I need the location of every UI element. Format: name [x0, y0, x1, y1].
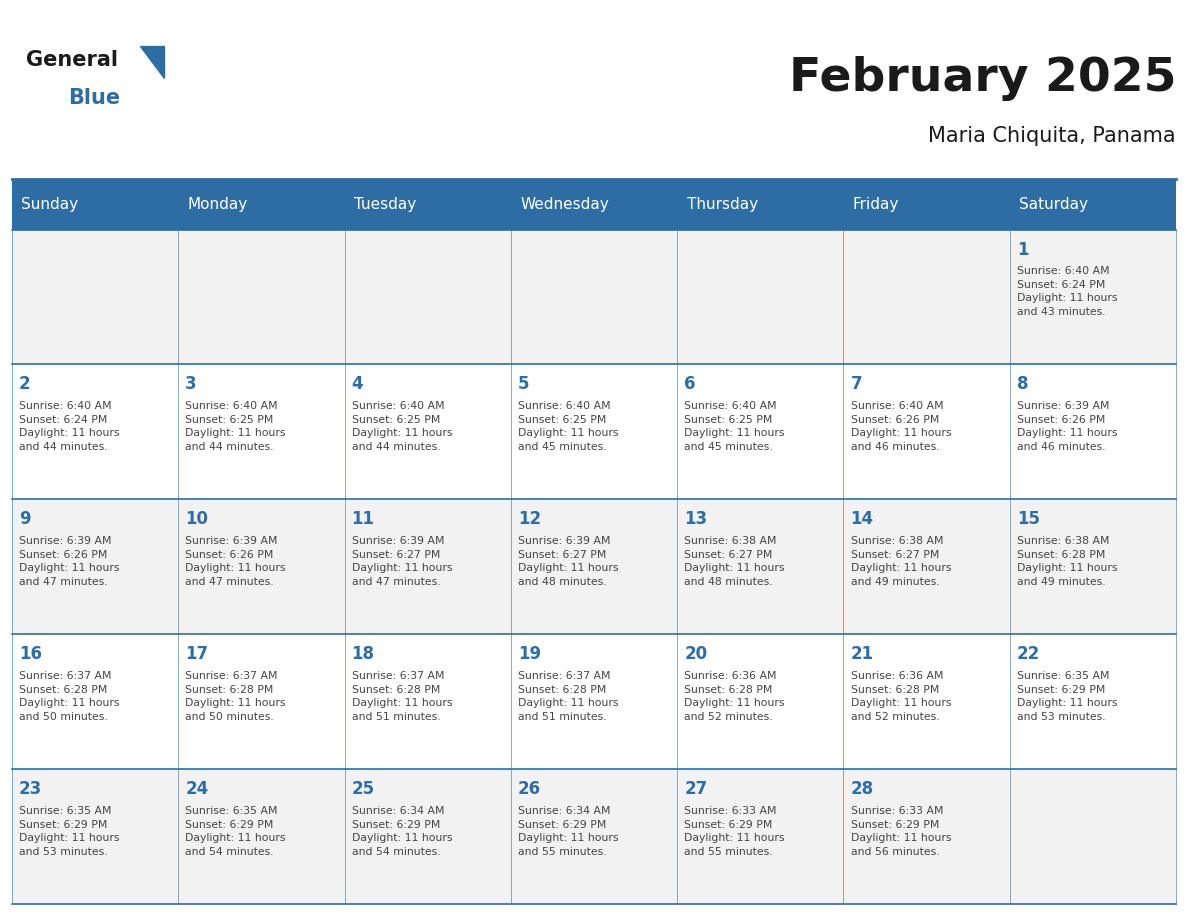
Text: Sunday: Sunday [21, 196, 78, 212]
Text: 3: 3 [185, 375, 197, 394]
Text: Sunrise: 6:40 AM
Sunset: 6:25 PM
Daylight: 11 hours
and 45 minutes.: Sunrise: 6:40 AM Sunset: 6:25 PM Dayligh… [518, 401, 619, 452]
Text: Sunrise: 6:40 AM
Sunset: 6:25 PM
Daylight: 11 hours
and 45 minutes.: Sunrise: 6:40 AM Sunset: 6:25 PM Dayligh… [684, 401, 785, 452]
Text: 16: 16 [19, 645, 42, 664]
Text: Sunrise: 6:33 AM
Sunset: 6:29 PM
Daylight: 11 hours
and 55 minutes.: Sunrise: 6:33 AM Sunset: 6:29 PM Dayligh… [684, 806, 785, 856]
Text: Sunrise: 6:39 AM
Sunset: 6:27 PM
Daylight: 11 hours
and 47 minutes.: Sunrise: 6:39 AM Sunset: 6:27 PM Dayligh… [352, 536, 453, 587]
Bar [12, 179, 1176, 230]
Text: Sunrise: 6:39 AM
Sunset: 6:26 PM
Daylight: 11 hours
and 47 minutes.: Sunrise: 6:39 AM Sunset: 6:26 PM Dayligh… [185, 536, 286, 587]
Text: 11: 11 [352, 510, 374, 529]
Text: 24: 24 [185, 780, 209, 799]
Text: Sunrise: 6:38 AM
Sunset: 6:27 PM
Daylight: 11 hours
and 49 minutes.: Sunrise: 6:38 AM Sunset: 6:27 PM Dayligh… [851, 536, 952, 587]
Text: Sunrise: 6:40 AM
Sunset: 6:26 PM
Daylight: 11 hours
and 46 minutes.: Sunrise: 6:40 AM Sunset: 6:26 PM Dayligh… [851, 401, 952, 452]
Text: Sunrise: 6:40 AM
Sunset: 6:24 PM
Daylight: 11 hours
and 43 minutes.: Sunrise: 6:40 AM Sunset: 6:24 PM Dayligh… [1017, 266, 1118, 317]
Text: Sunrise: 6:37 AM
Sunset: 6:28 PM
Daylight: 11 hours
and 51 minutes.: Sunrise: 6:37 AM Sunset: 6:28 PM Dayligh… [352, 671, 453, 722]
Bar [12, 769, 1176, 904]
Text: Sunrise: 6:33 AM
Sunset: 6:29 PM
Daylight: 11 hours
and 56 minutes.: Sunrise: 6:33 AM Sunset: 6:29 PM Dayligh… [851, 806, 952, 856]
Text: 2: 2 [19, 375, 31, 394]
Text: Sunrise: 6:40 AM
Sunset: 6:24 PM
Daylight: 11 hours
and 44 minutes.: Sunrise: 6:40 AM Sunset: 6:24 PM Dayligh… [19, 401, 120, 452]
Text: 27: 27 [684, 780, 708, 799]
Text: Sunrise: 6:37 AM
Sunset: 6:28 PM
Daylight: 11 hours
and 50 minutes.: Sunrise: 6:37 AM Sunset: 6:28 PM Dayligh… [185, 671, 286, 722]
Text: Sunrise: 6:39 AM
Sunset: 6:27 PM
Daylight: 11 hours
and 48 minutes.: Sunrise: 6:39 AM Sunset: 6:27 PM Dayligh… [518, 536, 619, 587]
Text: 8: 8 [1017, 375, 1029, 394]
Text: Friday: Friday [853, 196, 899, 212]
Text: 19: 19 [518, 645, 541, 664]
Text: 12: 12 [518, 510, 541, 529]
Text: Tuesday: Tuesday [354, 196, 416, 212]
Bar [12, 499, 1176, 634]
Polygon shape [140, 46, 164, 78]
Text: Monday: Monday [188, 196, 248, 212]
Text: General: General [26, 50, 118, 70]
Text: Sunrise: 6:36 AM
Sunset: 6:28 PM
Daylight: 11 hours
and 52 minutes.: Sunrise: 6:36 AM Sunset: 6:28 PM Dayligh… [851, 671, 952, 722]
Text: Thursday: Thursday [687, 196, 758, 212]
Text: Sunrise: 6:39 AM
Sunset: 6:26 PM
Daylight: 11 hours
and 46 minutes.: Sunrise: 6:39 AM Sunset: 6:26 PM Dayligh… [1017, 401, 1118, 452]
Text: 7: 7 [851, 375, 862, 394]
Bar [12, 230, 1176, 364]
Text: 21: 21 [851, 645, 873, 664]
Text: 18: 18 [352, 645, 374, 664]
Text: Sunrise: 6:34 AM
Sunset: 6:29 PM
Daylight: 11 hours
and 55 minutes.: Sunrise: 6:34 AM Sunset: 6:29 PM Dayligh… [518, 806, 619, 856]
Text: 1: 1 [1017, 241, 1029, 259]
Text: Sunrise: 6:40 AM
Sunset: 6:25 PM
Daylight: 11 hours
and 44 minutes.: Sunrise: 6:40 AM Sunset: 6:25 PM Dayligh… [352, 401, 453, 452]
Text: Sunrise: 6:40 AM
Sunset: 6:25 PM
Daylight: 11 hours
and 44 minutes.: Sunrise: 6:40 AM Sunset: 6:25 PM Dayligh… [185, 401, 286, 452]
Text: 28: 28 [851, 780, 873, 799]
Text: Sunrise: 6:36 AM
Sunset: 6:28 PM
Daylight: 11 hours
and 52 minutes.: Sunrise: 6:36 AM Sunset: 6:28 PM Dayligh… [684, 671, 785, 722]
Text: 9: 9 [19, 510, 31, 529]
Text: 17: 17 [185, 645, 208, 664]
Text: Sunrise: 6:35 AM
Sunset: 6:29 PM
Daylight: 11 hours
and 53 minutes.: Sunrise: 6:35 AM Sunset: 6:29 PM Dayligh… [19, 806, 120, 856]
Text: 6: 6 [684, 375, 696, 394]
Text: 25: 25 [352, 780, 374, 799]
Text: Sunrise: 6:35 AM
Sunset: 6:29 PM
Daylight: 11 hours
and 53 minutes.: Sunrise: 6:35 AM Sunset: 6:29 PM Dayligh… [1017, 671, 1118, 722]
Text: Sunrise: 6:37 AM
Sunset: 6:28 PM
Daylight: 11 hours
and 50 minutes.: Sunrise: 6:37 AM Sunset: 6:28 PM Dayligh… [19, 671, 120, 722]
Text: Saturday: Saturday [1019, 196, 1088, 212]
Text: Sunrise: 6:37 AM
Sunset: 6:28 PM
Daylight: 11 hours
and 51 minutes.: Sunrise: 6:37 AM Sunset: 6:28 PM Dayligh… [518, 671, 619, 722]
Bar [12, 364, 1176, 499]
Text: Maria Chiquita, Panama: Maria Chiquita, Panama [929, 126, 1176, 146]
Text: 4: 4 [352, 375, 364, 394]
Text: 20: 20 [684, 645, 707, 664]
Text: 14: 14 [851, 510, 873, 529]
Text: 23: 23 [19, 780, 43, 799]
Text: 15: 15 [1017, 510, 1040, 529]
Text: 13: 13 [684, 510, 707, 529]
Text: 5: 5 [518, 375, 530, 394]
Text: Sunrise: 6:35 AM
Sunset: 6:29 PM
Daylight: 11 hours
and 54 minutes.: Sunrise: 6:35 AM Sunset: 6:29 PM Dayligh… [185, 806, 286, 856]
Bar [12, 634, 1176, 769]
Text: Blue: Blue [68, 88, 120, 108]
Text: 26: 26 [518, 780, 541, 799]
Text: 22: 22 [1017, 645, 1041, 664]
Text: 10: 10 [185, 510, 208, 529]
Text: February 2025: February 2025 [789, 55, 1176, 101]
Text: Sunrise: 6:39 AM
Sunset: 6:26 PM
Daylight: 11 hours
and 47 minutes.: Sunrise: 6:39 AM Sunset: 6:26 PM Dayligh… [19, 536, 120, 587]
Text: Sunrise: 6:38 AM
Sunset: 6:27 PM
Daylight: 11 hours
and 48 minutes.: Sunrise: 6:38 AM Sunset: 6:27 PM Dayligh… [684, 536, 785, 587]
Text: Wednesday: Wednesday [520, 196, 609, 212]
Text: Sunrise: 6:38 AM
Sunset: 6:28 PM
Daylight: 11 hours
and 49 minutes.: Sunrise: 6:38 AM Sunset: 6:28 PM Dayligh… [1017, 536, 1118, 587]
Text: Sunrise: 6:34 AM
Sunset: 6:29 PM
Daylight: 11 hours
and 54 minutes.: Sunrise: 6:34 AM Sunset: 6:29 PM Dayligh… [352, 806, 453, 856]
